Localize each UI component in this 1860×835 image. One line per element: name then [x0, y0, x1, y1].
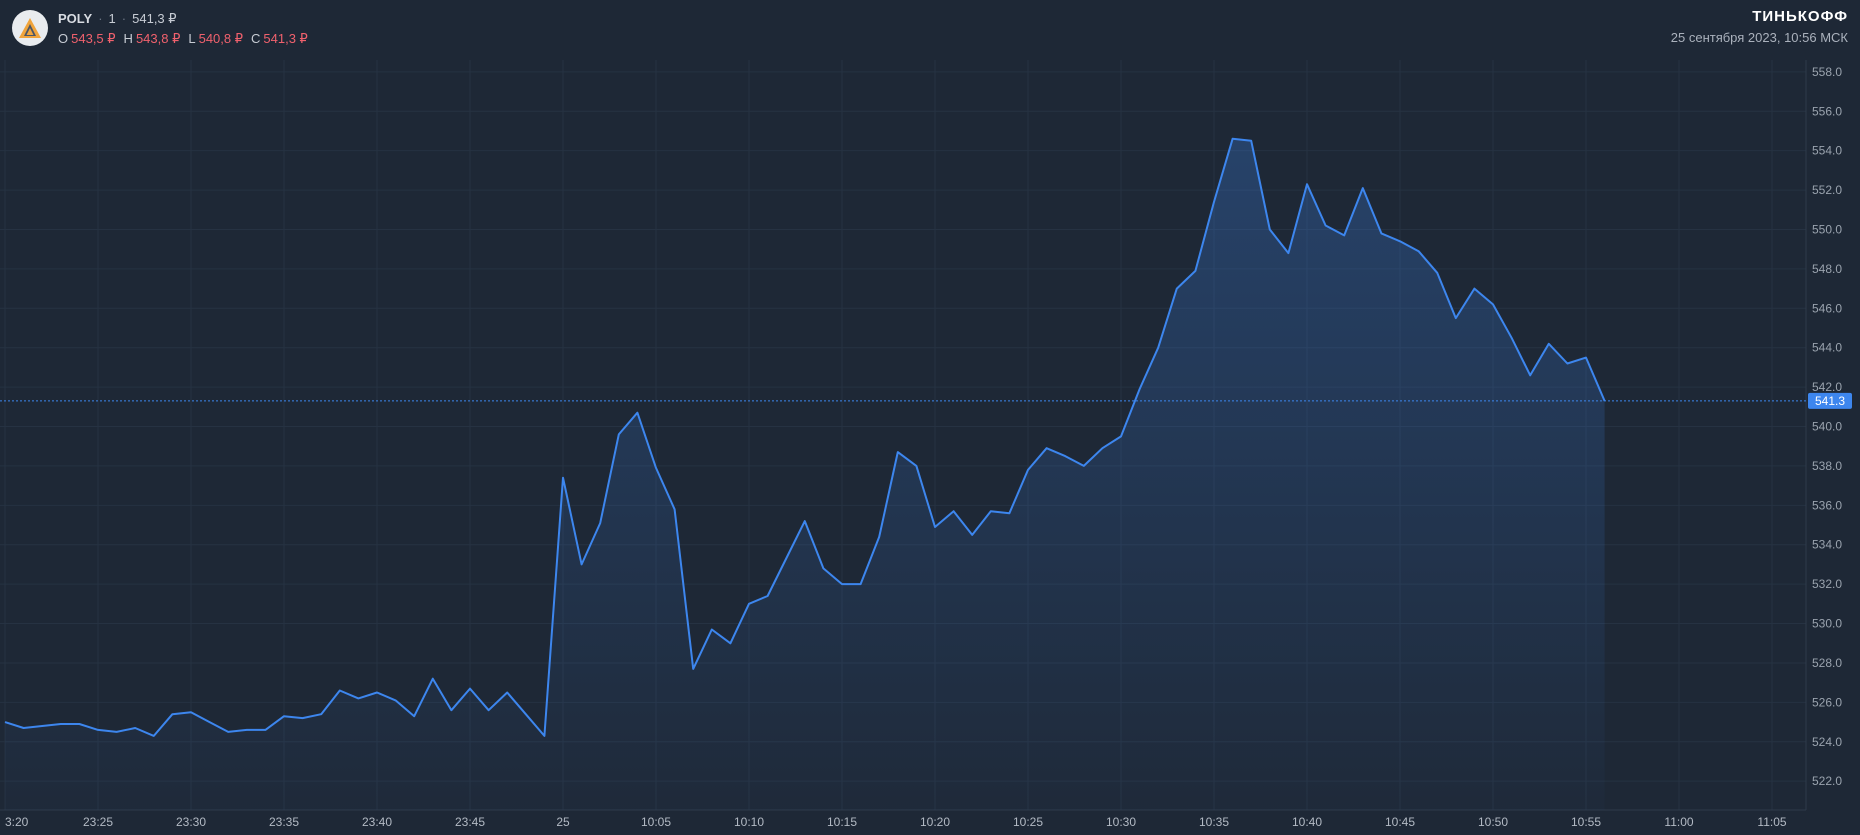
- open-value: 543,5 ₽: [71, 31, 116, 46]
- x-tick-label: 10:35: [1199, 815, 1229, 829]
- close-key: C: [251, 31, 261, 46]
- triangle-logo-icon: [19, 18, 41, 38]
- current-price-tag: 541.3: [1808, 392, 1852, 409]
- x-tick-label: 10:20: [920, 815, 950, 829]
- interval-label[interactable]: 1: [108, 11, 116, 26]
- x-tick-label: 11:00: [1664, 815, 1693, 829]
- high-key: H: [123, 31, 133, 46]
- x-tick-label: 23:45: [455, 815, 485, 829]
- current-price-label: 541.3: [1815, 394, 1845, 408]
- y-tick-label: 524.0: [1812, 735, 1842, 749]
- x-tick-label: 23:30: [176, 815, 206, 829]
- chart-datetime: 25 сентября 2023, 10:56 МСК: [1670, 30, 1848, 45]
- price-axis[interactable]: 522.0 524.0 526.0 528.0 530.0 532.0 534.0 536.0…: [1812, 65, 1842, 788]
- y-tick-label: 554.0: [1812, 144, 1842, 158]
- ticker-symbol[interactable]: POLY: [58, 11, 93, 26]
- separator: ·: [98, 11, 103, 26]
- y-tick-label: 550.0: [1812, 222, 1842, 236]
- x-tick-label: 25: [556, 815, 570, 829]
- x-tick-label: 10:45: [1385, 815, 1415, 829]
- y-tick-label: 536.0: [1812, 498, 1842, 512]
- x-tick-label: 10:30: [1106, 815, 1136, 829]
- x-tick-label: 10:10: [734, 815, 764, 829]
- x-tick-label: 10:50: [1478, 815, 1508, 829]
- low-value: 540,8 ₽: [198, 31, 244, 46]
- x-tick-label: 23:35: [269, 815, 299, 829]
- y-tick-label: 544.0: [1812, 341, 1842, 355]
- y-tick-label: 530.0: [1812, 617, 1842, 631]
- y-tick-label: 528.0: [1812, 656, 1842, 670]
- price-line: [4, 137, 1606, 737]
- low-key: L: [188, 31, 196, 46]
- close-value: 541,3 ₽: [263, 31, 308, 46]
- ohlc-line: O 543,5 ₽ H 543,8 ₽ L 540,8 ₽ C 541,3 ₽: [58, 30, 316, 48]
- y-tick-label: 552.0: [1812, 183, 1842, 197]
- y-tick-label: 522.0: [1812, 774, 1842, 788]
- x-tick-label: 10:05: [641, 815, 671, 829]
- x-tick-label: 10:55: [1571, 815, 1601, 829]
- y-tick-label: 534.0: [1812, 538, 1842, 552]
- brand-name: ТИНЬКОФФ: [1752, 8, 1848, 25]
- y-tick-label: 548.0: [1812, 262, 1842, 276]
- x-tick-label: 23:25: [83, 815, 113, 829]
- y-tick-label: 540.0: [1812, 420, 1842, 434]
- time-axis[interactable]: 3:20 23:25 23:30 23:35 23:40 23:45 25 10:05 10:1…: [5, 815, 1787, 829]
- y-tick-label: 532.0: [1812, 577, 1842, 591]
- open-key: O: [58, 31, 69, 46]
- brand-block: ТИНЬКОФФ 25 сентября 2023, 10:56 МСК: [1671, 8, 1848, 48]
- separator: ·: [121, 11, 127, 26]
- y-tick-label: 556.0: [1812, 104, 1842, 118]
- y-tick-label: 538.0: [1812, 459, 1842, 473]
- high-value: 543,8 ₽: [135, 31, 181, 46]
- chart-grid: [0, 60, 1806, 810]
- last-price: 541,3 ₽: [132, 11, 177, 26]
- x-tick-label: 10:25: [1013, 815, 1043, 829]
- x-tick-label: 10:15: [827, 815, 857, 829]
- price-area-fill: [5, 138, 1605, 811]
- y-tick-label: 542.0: [1812, 380, 1842, 394]
- company-logo[interactable]: [12, 10, 48, 46]
- x-tick-label: 3:20: [5, 815, 29, 829]
- y-tick-label: 558.0: [1812, 65, 1842, 79]
- x-tick-label: 23:40: [362, 815, 392, 829]
- x-tick-label: 11:05: [1757, 815, 1786, 829]
- x-tick-label: 10:40: [1292, 815, 1322, 829]
- instrument-header: POLY · 1 · 541,3 ₽ O 543,5 ₽ H 543,8 ₽ L 540,8 ₽ C…: [12, 10, 316, 48]
- y-tick-label: 546.0: [1812, 301, 1842, 315]
- ticker-line: POLY · 1 · 541,3 ₽: [58, 10, 316, 28]
- y-tick-label: 526.0: [1812, 695, 1842, 709]
